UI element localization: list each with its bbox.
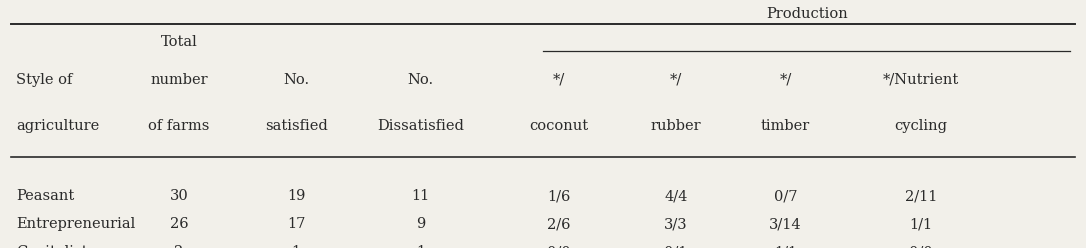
Text: Style of: Style of: [16, 73, 73, 87]
Text: */: */: [670, 73, 682, 87]
Text: satisfied: satisfied: [265, 119, 328, 133]
Text: 1: 1: [291, 245, 301, 248]
Text: agriculture: agriculture: [16, 119, 100, 133]
Text: Total: Total: [161, 35, 198, 49]
Text: */: */: [553, 73, 565, 87]
Text: 9: 9: [416, 217, 426, 231]
Text: Dissatisfied: Dissatisfied: [377, 119, 464, 133]
Text: 17: 17: [287, 217, 305, 231]
Text: */Nutrient: */Nutrient: [883, 73, 959, 87]
Text: 3/3: 3/3: [665, 217, 687, 231]
Text: coconut: coconut: [529, 119, 589, 133]
Text: Production: Production: [766, 7, 848, 21]
Text: 0/7: 0/7: [774, 189, 797, 203]
Text: 1/6: 1/6: [547, 189, 570, 203]
Text: 2/6: 2/6: [547, 217, 571, 231]
Text: of farms: of farms: [149, 119, 210, 133]
Text: 0/0: 0/0: [909, 245, 933, 248]
Text: 2/11: 2/11: [905, 189, 937, 203]
Text: */: */: [780, 73, 792, 87]
Text: 1/1: 1/1: [774, 245, 797, 248]
Text: 0/1: 0/1: [665, 245, 687, 248]
Text: cycling: cycling: [894, 119, 947, 133]
Text: 1: 1: [416, 245, 426, 248]
Text: 4/4: 4/4: [665, 189, 687, 203]
Text: No.: No.: [283, 73, 310, 87]
Text: No.: No.: [407, 73, 433, 87]
Text: Entrepreneurial: Entrepreneurial: [16, 217, 136, 231]
Text: 11: 11: [412, 189, 430, 203]
Text: Peasant: Peasant: [16, 189, 75, 203]
Text: 1/1: 1/1: [909, 217, 933, 231]
Text: 19: 19: [287, 189, 305, 203]
Text: 26: 26: [169, 217, 188, 231]
Text: timber: timber: [761, 119, 810, 133]
Text: number: number: [150, 73, 207, 87]
Text: 30: 30: [169, 189, 188, 203]
Text: Capitalist: Capitalist: [16, 245, 88, 248]
Text: rubber: rubber: [651, 119, 702, 133]
Text: 0/0: 0/0: [547, 245, 571, 248]
Text: 3/14: 3/14: [769, 217, 801, 231]
Text: 2: 2: [175, 245, 184, 248]
